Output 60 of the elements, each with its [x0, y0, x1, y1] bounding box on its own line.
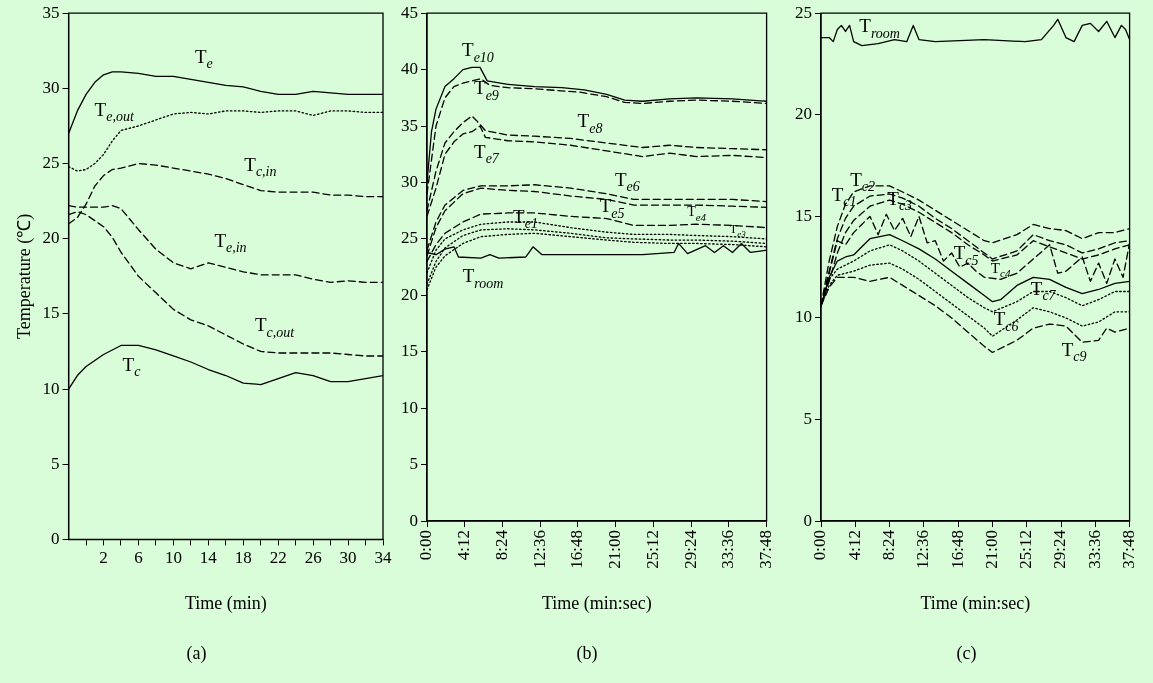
x-tick-label: 29:24: [1050, 529, 1070, 569]
y-tick-label: 30: [401, 171, 418, 191]
x-tick-label: 34: [374, 548, 392, 568]
y-tick-label: 10: [795, 307, 812, 327]
x-tick-label: 6: [134, 548, 143, 568]
y-tick-label: 25: [401, 228, 418, 248]
x-tick-label: 0:00: [416, 530, 436, 561]
y-tick-label: 0: [803, 510, 812, 530]
y-tick-label: 5: [803, 408, 812, 428]
y-tick-label: 45: [401, 2, 418, 22]
y-tick-label: 35: [401, 115, 418, 135]
x-tick-label: 33:36: [718, 530, 738, 569]
x-tick-label: 8:24: [491, 529, 511, 561]
text: (a): [186, 642, 207, 664]
y-tick-label: 35: [42, 2, 60, 22]
x-tick-label: 37:48: [1119, 530, 1139, 569]
y-tick-label: 0: [51, 528, 60, 548]
y-axis-title: Temperature (℃): [13, 213, 35, 339]
y-tick-label: 40: [401, 59, 418, 79]
x-tick-label: 12:36: [529, 530, 549, 569]
x-tick-label: 18: [234, 548, 252, 568]
x-tick-label: 33:36: [1084, 530, 1104, 569]
x-tick-label: 22: [269, 548, 287, 568]
x-axis-title: Time (min): [184, 593, 267, 615]
y-tick-label: 20: [795, 104, 812, 124]
y-tick-label: 25: [795, 2, 812, 22]
y-tick-label: 15: [795, 205, 812, 225]
y-tick-label: 5: [409, 454, 418, 474]
x-tick-label: 37:48: [756, 530, 776, 569]
x-tick-label: 10: [164, 548, 182, 568]
x-tick-label: 0:00: [810, 530, 830, 561]
text: (c): [956, 642, 977, 664]
x-tick-label: 16:48: [567, 530, 587, 569]
text: (b): [576, 642, 598, 664]
x-tick-label: 14: [199, 548, 218, 568]
x-tick-label: 2: [99, 548, 108, 568]
y-tick-label: 15: [401, 341, 418, 361]
x-tick-label: 26: [304, 548, 322, 568]
x-tick-label: 4:12: [454, 530, 474, 561]
y-tick-label: 10: [42, 378, 60, 398]
y-tick-label: 15: [42, 303, 60, 323]
y-tick-label: 30: [42, 77, 60, 97]
x-tick-label: 25:12: [642, 530, 662, 569]
y-tick-label: 25: [42, 153, 60, 173]
x-axis-title: Time (min:sec): [541, 593, 652, 615]
x-tick-label: 16:48: [947, 530, 967, 569]
x-tick-label: 12:36: [913, 530, 933, 569]
y-tick-label: 5: [51, 453, 60, 473]
x-tick-label: 29:24: [680, 529, 700, 569]
x-tick-label: 21:00: [605, 530, 625, 569]
x-tick-label: 8:24: [879, 529, 899, 561]
y-tick-label: 0: [409, 510, 418, 530]
x-axis-title: Time (min:sec): [920, 593, 1031, 615]
y-tick-label: 10: [401, 397, 418, 417]
y-tick-label: 20: [401, 284, 418, 304]
x-tick-label: 25:12: [1016, 530, 1036, 569]
y-tick-label: 20: [42, 228, 60, 248]
x-tick-label: 30: [339, 548, 357, 568]
x-tick-label: 4:12: [844, 530, 864, 561]
x-tick-label: 21:00: [981, 530, 1001, 569]
